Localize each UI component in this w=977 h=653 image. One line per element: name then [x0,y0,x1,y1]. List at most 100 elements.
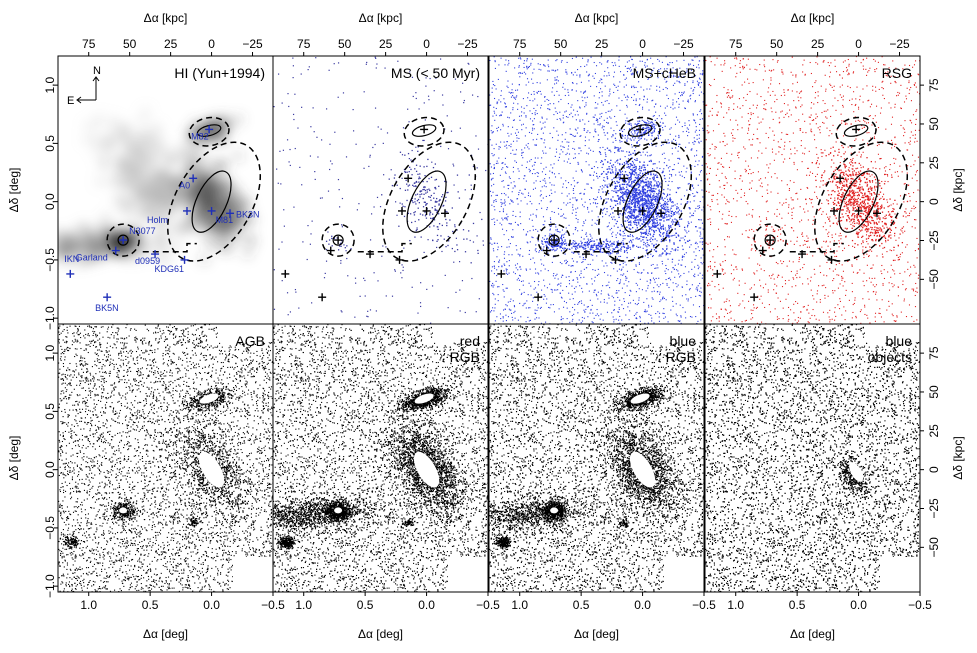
star-point [624,163,626,165]
star-point [611,216,613,218]
star-point [625,96,627,98]
star-point [687,298,689,300]
star-point [577,100,579,102]
star-point [599,123,601,125]
star-point [490,179,492,181]
star-point [666,248,668,250]
star-point [535,313,537,315]
star-point [299,166,301,168]
star-point [643,208,645,211]
star-point [608,252,610,254]
star-point [469,239,471,242]
star-point [288,105,290,108]
star-point [580,169,582,171]
star-point [649,233,651,235]
star-point [655,250,657,252]
star-point [517,224,519,226]
star-point [611,252,613,254]
star-point [472,165,475,168]
star-point [404,171,407,174]
star-point [674,264,676,266]
star-point [577,230,579,232]
star-point [621,137,623,139]
star-point [476,235,478,237]
star-point [562,83,565,85]
star-point [618,216,620,219]
star-point [698,82,700,84]
star-point [325,248,328,251]
star-point [654,211,656,213]
star-point [622,183,624,186]
star-point [514,273,516,275]
star-point [414,220,416,223]
star-point [669,189,671,191]
star-point [695,129,697,131]
star-point [493,261,495,263]
star-point [675,142,678,144]
star-point [667,97,669,100]
star-point [661,127,664,129]
star-point [512,201,514,203]
star-point [629,166,631,168]
star-point [402,269,404,272]
star-point [655,203,657,205]
star-point [648,222,651,224]
star-point [549,170,551,172]
star-point [600,160,603,162]
star-point [493,110,495,112]
star-point [665,214,668,216]
star-point [354,316,356,318]
star-point [542,197,544,199]
star-point [675,147,677,149]
star-point [579,285,581,287]
star-point [573,313,575,315]
star-point [283,225,285,227]
star-point [572,74,574,76]
star-point [619,197,621,199]
star-point [506,219,508,221]
star-point [536,304,539,306]
star-point [643,99,645,101]
star-point [593,291,595,293]
star-point [609,116,611,118]
star-point [694,120,696,122]
star-point [673,138,675,140]
star-point [638,208,641,210]
star-point [611,235,613,238]
star-point [652,222,654,224]
star-point [653,196,656,198]
star-point [647,77,650,79]
star-point [511,83,513,85]
star-point [673,168,675,171]
star-point [659,284,662,286]
star-point [613,181,615,183]
star-point [650,219,653,221]
star-point [442,194,444,196]
star-point [629,122,631,124]
star-point [639,172,641,174]
star-point [504,199,506,201]
object-marker [66,269,75,278]
star-point [701,156,703,158]
star-point [508,91,510,93]
star-point [618,65,620,67]
star-point [425,204,427,206]
star-point [601,112,603,114]
star-point [628,68,631,70]
hi-gas-blob [248,237,257,246]
star-point [671,296,673,298]
star-point [493,106,495,108]
star-point [418,202,421,204]
star-point [503,141,505,143]
star-point [503,290,505,292]
star-point [582,92,585,94]
star-point [634,223,636,225]
star-point [632,193,634,196]
star-point [694,122,697,124]
star-point [616,177,618,179]
star-point [565,204,567,206]
star-points [489,56,704,324]
star-point [537,157,539,159]
star-point [690,69,693,71]
star-point [518,57,520,59]
